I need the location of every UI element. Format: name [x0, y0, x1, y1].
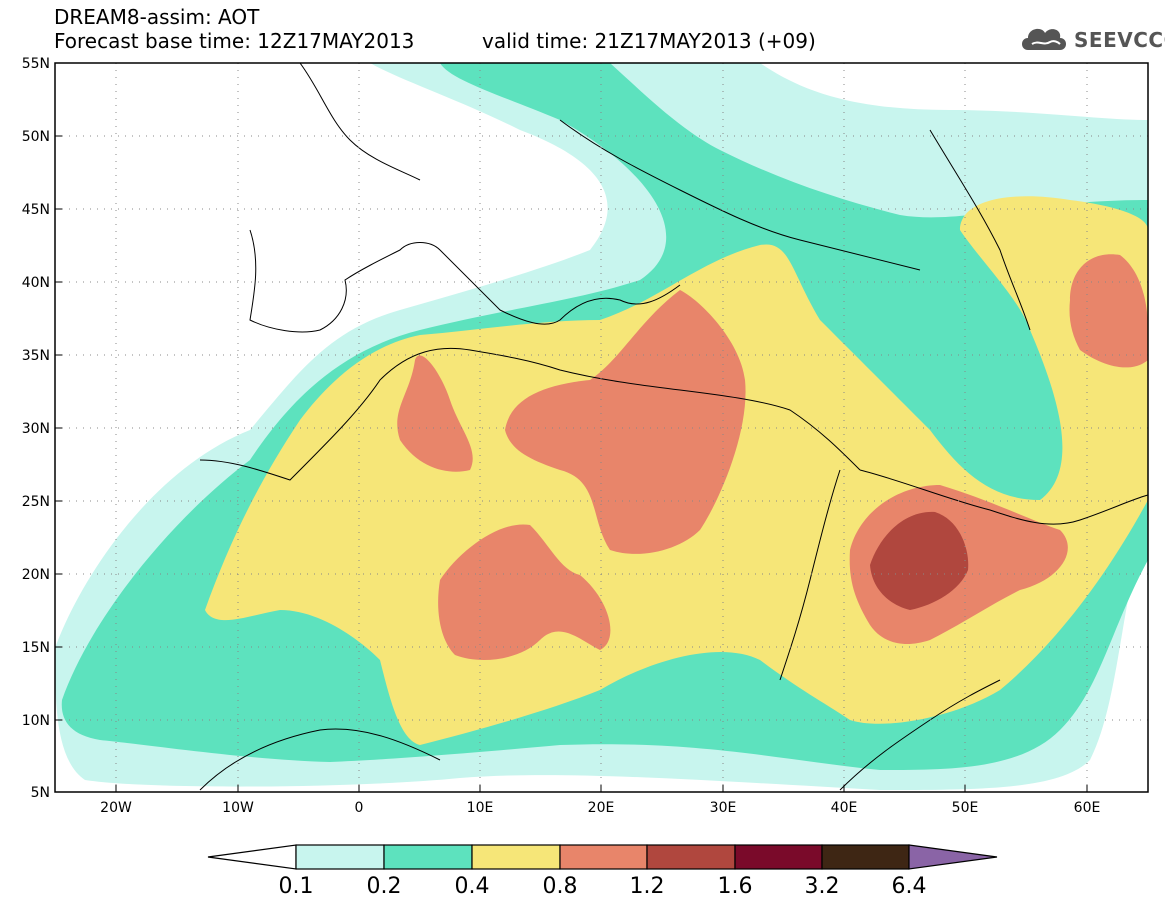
colorbar-swatch	[295, 844, 385, 870]
lat-label: 40N	[22, 275, 50, 291]
colorbar-label: 3.2	[804, 874, 840, 899]
aot-level-1-2	[870, 511, 969, 610]
lat-label: 45N	[22, 202, 50, 218]
lon-labels: 20W 10W 0 10E 20E 30E 40E 50E 60E	[100, 800, 1100, 816]
colorbar-label: 0.4	[454, 874, 490, 899]
lat-label: 15N	[22, 640, 50, 656]
lat-label: 25N	[22, 494, 50, 510]
aot-contours	[55, 63, 1148, 790]
colorbar-swatch	[646, 844, 736, 870]
lat-label: 30N	[22, 421, 50, 437]
aot-level-0-8-e	[1069, 254, 1148, 368]
colorbar-under	[207, 844, 297, 870]
lon-label: 60E	[1074, 800, 1101, 816]
lon-label: 0	[355, 800, 364, 816]
colorbar-label: 0.1	[278, 874, 314, 899]
colorbar-swatch	[383, 844, 473, 870]
cloud-logo-icon	[1022, 28, 1066, 50]
colorbar-label: 1.2	[629, 874, 665, 899]
colorbar-label: 0.2	[366, 874, 402, 899]
lon-label: 50E	[952, 800, 979, 816]
colorbar-swatch	[734, 844, 823, 870]
lat-label: 10N	[22, 713, 50, 729]
lon-label: 10E	[467, 800, 494, 816]
colorbar-labels: 0.1 0.2 0.4 0.8 1.2 1.6 3.2 6.4	[0, 874, 1165, 900]
lat-label: 20N	[22, 567, 50, 583]
forecast-base-time: Forecast base time: 12Z17MAY2013	[54, 29, 415, 53]
map-title: DREAM8-assim: AOT	[54, 5, 260, 29]
lon-label: 20W	[100, 800, 132, 816]
lon-label: 30E	[710, 800, 737, 816]
coastlines	[199, 63, 1148, 791]
colorbar-over	[908, 844, 998, 870]
colorbar-swatch	[821, 844, 910, 870]
colorbar-swatch	[559, 844, 648, 870]
lon-label: 40E	[831, 800, 858, 816]
colorbar-label: 0.8	[542, 874, 578, 899]
aot-level-0-8-a	[397, 355, 473, 472]
aot-level-0-8-b	[505, 290, 746, 554]
lat-label: 50N	[22, 129, 50, 145]
colorbar-label: 1.6	[717, 874, 753, 899]
seevccc-logo: SEEVCCC	[1018, 18, 1165, 62]
lon-label: 20E	[588, 800, 615, 816]
colorbar-label: 6.4	[891, 874, 927, 899]
colorbar-swatch	[471, 844, 561, 870]
lat-label: 35N	[22, 348, 50, 364]
valid-time: valid time: 21Z17MAY2013 (+09)	[482, 29, 816, 53]
lat-label: 55N	[22, 56, 50, 72]
graticule	[55, 63, 1148, 792]
aot-level-0-8-c	[438, 524, 611, 660]
lat-label: 5N	[31, 785, 50, 801]
lon-label: 10W	[222, 800, 254, 816]
axis-ticks	[55, 62, 1088, 792]
lat-labels: 55N 50N 45N 40N 35N 30N 25N 20N 15N 10N …	[22, 56, 50, 801]
logo-text: SEEVCCC	[1074, 28, 1165, 52]
colorbar	[207, 844, 998, 870]
